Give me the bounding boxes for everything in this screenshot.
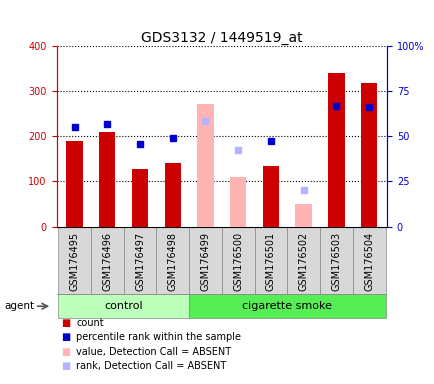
- Bar: [360, 83, 376, 227]
- FancyBboxPatch shape: [156, 227, 189, 294]
- FancyBboxPatch shape: [58, 294, 189, 318]
- FancyBboxPatch shape: [352, 227, 385, 294]
- Text: GSM176495: GSM176495: [69, 232, 79, 291]
- Bar: [262, 166, 279, 227]
- Text: ■: ■: [61, 347, 70, 357]
- Text: value, Detection Call = ABSENT: value, Detection Call = ABSENT: [76, 347, 231, 357]
- Text: cigarette smoke: cigarette smoke: [242, 301, 332, 311]
- Text: control: control: [104, 301, 143, 311]
- Bar: [230, 177, 246, 227]
- Bar: [164, 164, 181, 227]
- Bar: [328, 73, 344, 227]
- Text: GSM176497: GSM176497: [135, 232, 145, 291]
- Title: GDS3132 / 1449519_at: GDS3132 / 1449519_at: [141, 31, 302, 45]
- Bar: [132, 169, 148, 227]
- Text: ■: ■: [61, 332, 70, 342]
- FancyBboxPatch shape: [286, 227, 319, 294]
- Text: GSM176500: GSM176500: [233, 232, 243, 291]
- Text: GSM176498: GSM176498: [168, 232, 178, 291]
- Bar: [99, 132, 115, 227]
- Text: GSM176503: GSM176503: [331, 232, 341, 291]
- FancyBboxPatch shape: [319, 227, 352, 294]
- Text: ■: ■: [61, 318, 70, 328]
- FancyBboxPatch shape: [58, 227, 91, 294]
- FancyBboxPatch shape: [189, 294, 385, 318]
- Text: GSM176496: GSM176496: [102, 232, 112, 291]
- FancyBboxPatch shape: [254, 227, 286, 294]
- FancyBboxPatch shape: [91, 227, 123, 294]
- FancyBboxPatch shape: [123, 227, 156, 294]
- Text: GSM176504: GSM176504: [363, 232, 373, 291]
- Text: ■: ■: [61, 361, 70, 371]
- FancyBboxPatch shape: [189, 227, 221, 294]
- Bar: [197, 104, 213, 227]
- Text: rank, Detection Call = ABSENT: rank, Detection Call = ABSENT: [76, 361, 226, 371]
- Text: GSM176501: GSM176501: [265, 232, 275, 291]
- Text: GSM176499: GSM176499: [200, 232, 210, 291]
- Text: GSM176502: GSM176502: [298, 232, 308, 291]
- FancyBboxPatch shape: [221, 227, 254, 294]
- Bar: [295, 204, 311, 227]
- Bar: [66, 141, 82, 227]
- Text: agent: agent: [4, 301, 34, 311]
- Text: percentile rank within the sample: percentile rank within the sample: [76, 332, 240, 342]
- Text: count: count: [76, 318, 104, 328]
